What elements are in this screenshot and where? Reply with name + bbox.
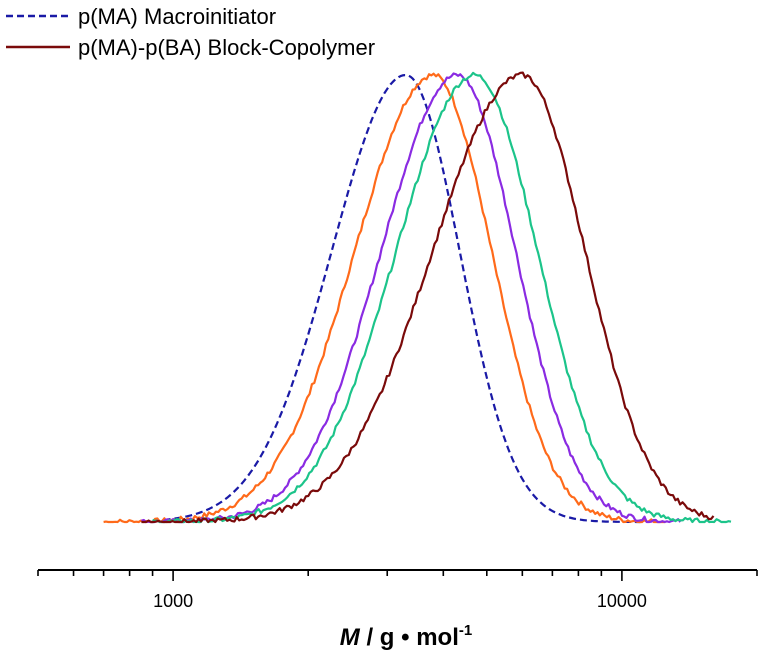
series-line-2	[103, 72, 666, 524]
x-axis-title-symbol: M	[340, 624, 361, 651]
legend-label-block-copolymer: p(MA)-p(BA) Block-Copolymer	[78, 35, 375, 60]
series-line-1	[152, 74, 641, 524]
x-axis-title: M / g • mol-1	[340, 622, 472, 651]
x-axis-title-exponent: -1	[459, 622, 472, 639]
x-tick-label-1000: 1000	[153, 591, 193, 611]
x-axis-title-unit: mol	[416, 624, 459, 651]
series-line-4	[152, 71, 732, 524]
series-line-5	[141, 71, 715, 524]
x-axis: 1000 10000	[37, 569, 758, 611]
series-curves	[103, 71, 732, 524]
x-tick-label-10000: 10000	[597, 591, 647, 611]
x-axis-ticks	[37, 570, 758, 581]
series-line-3	[141, 72, 682, 524]
x-axis-title-bullet: •	[394, 624, 416, 651]
x-axis-title-separator: / g	[360, 624, 395, 651]
legend: p(MA) Macroinitiator p(MA)-p(BA) Block-C…	[6, 4, 375, 60]
legend-label-macroinitiator: p(MA) Macroinitiator	[78, 4, 276, 29]
